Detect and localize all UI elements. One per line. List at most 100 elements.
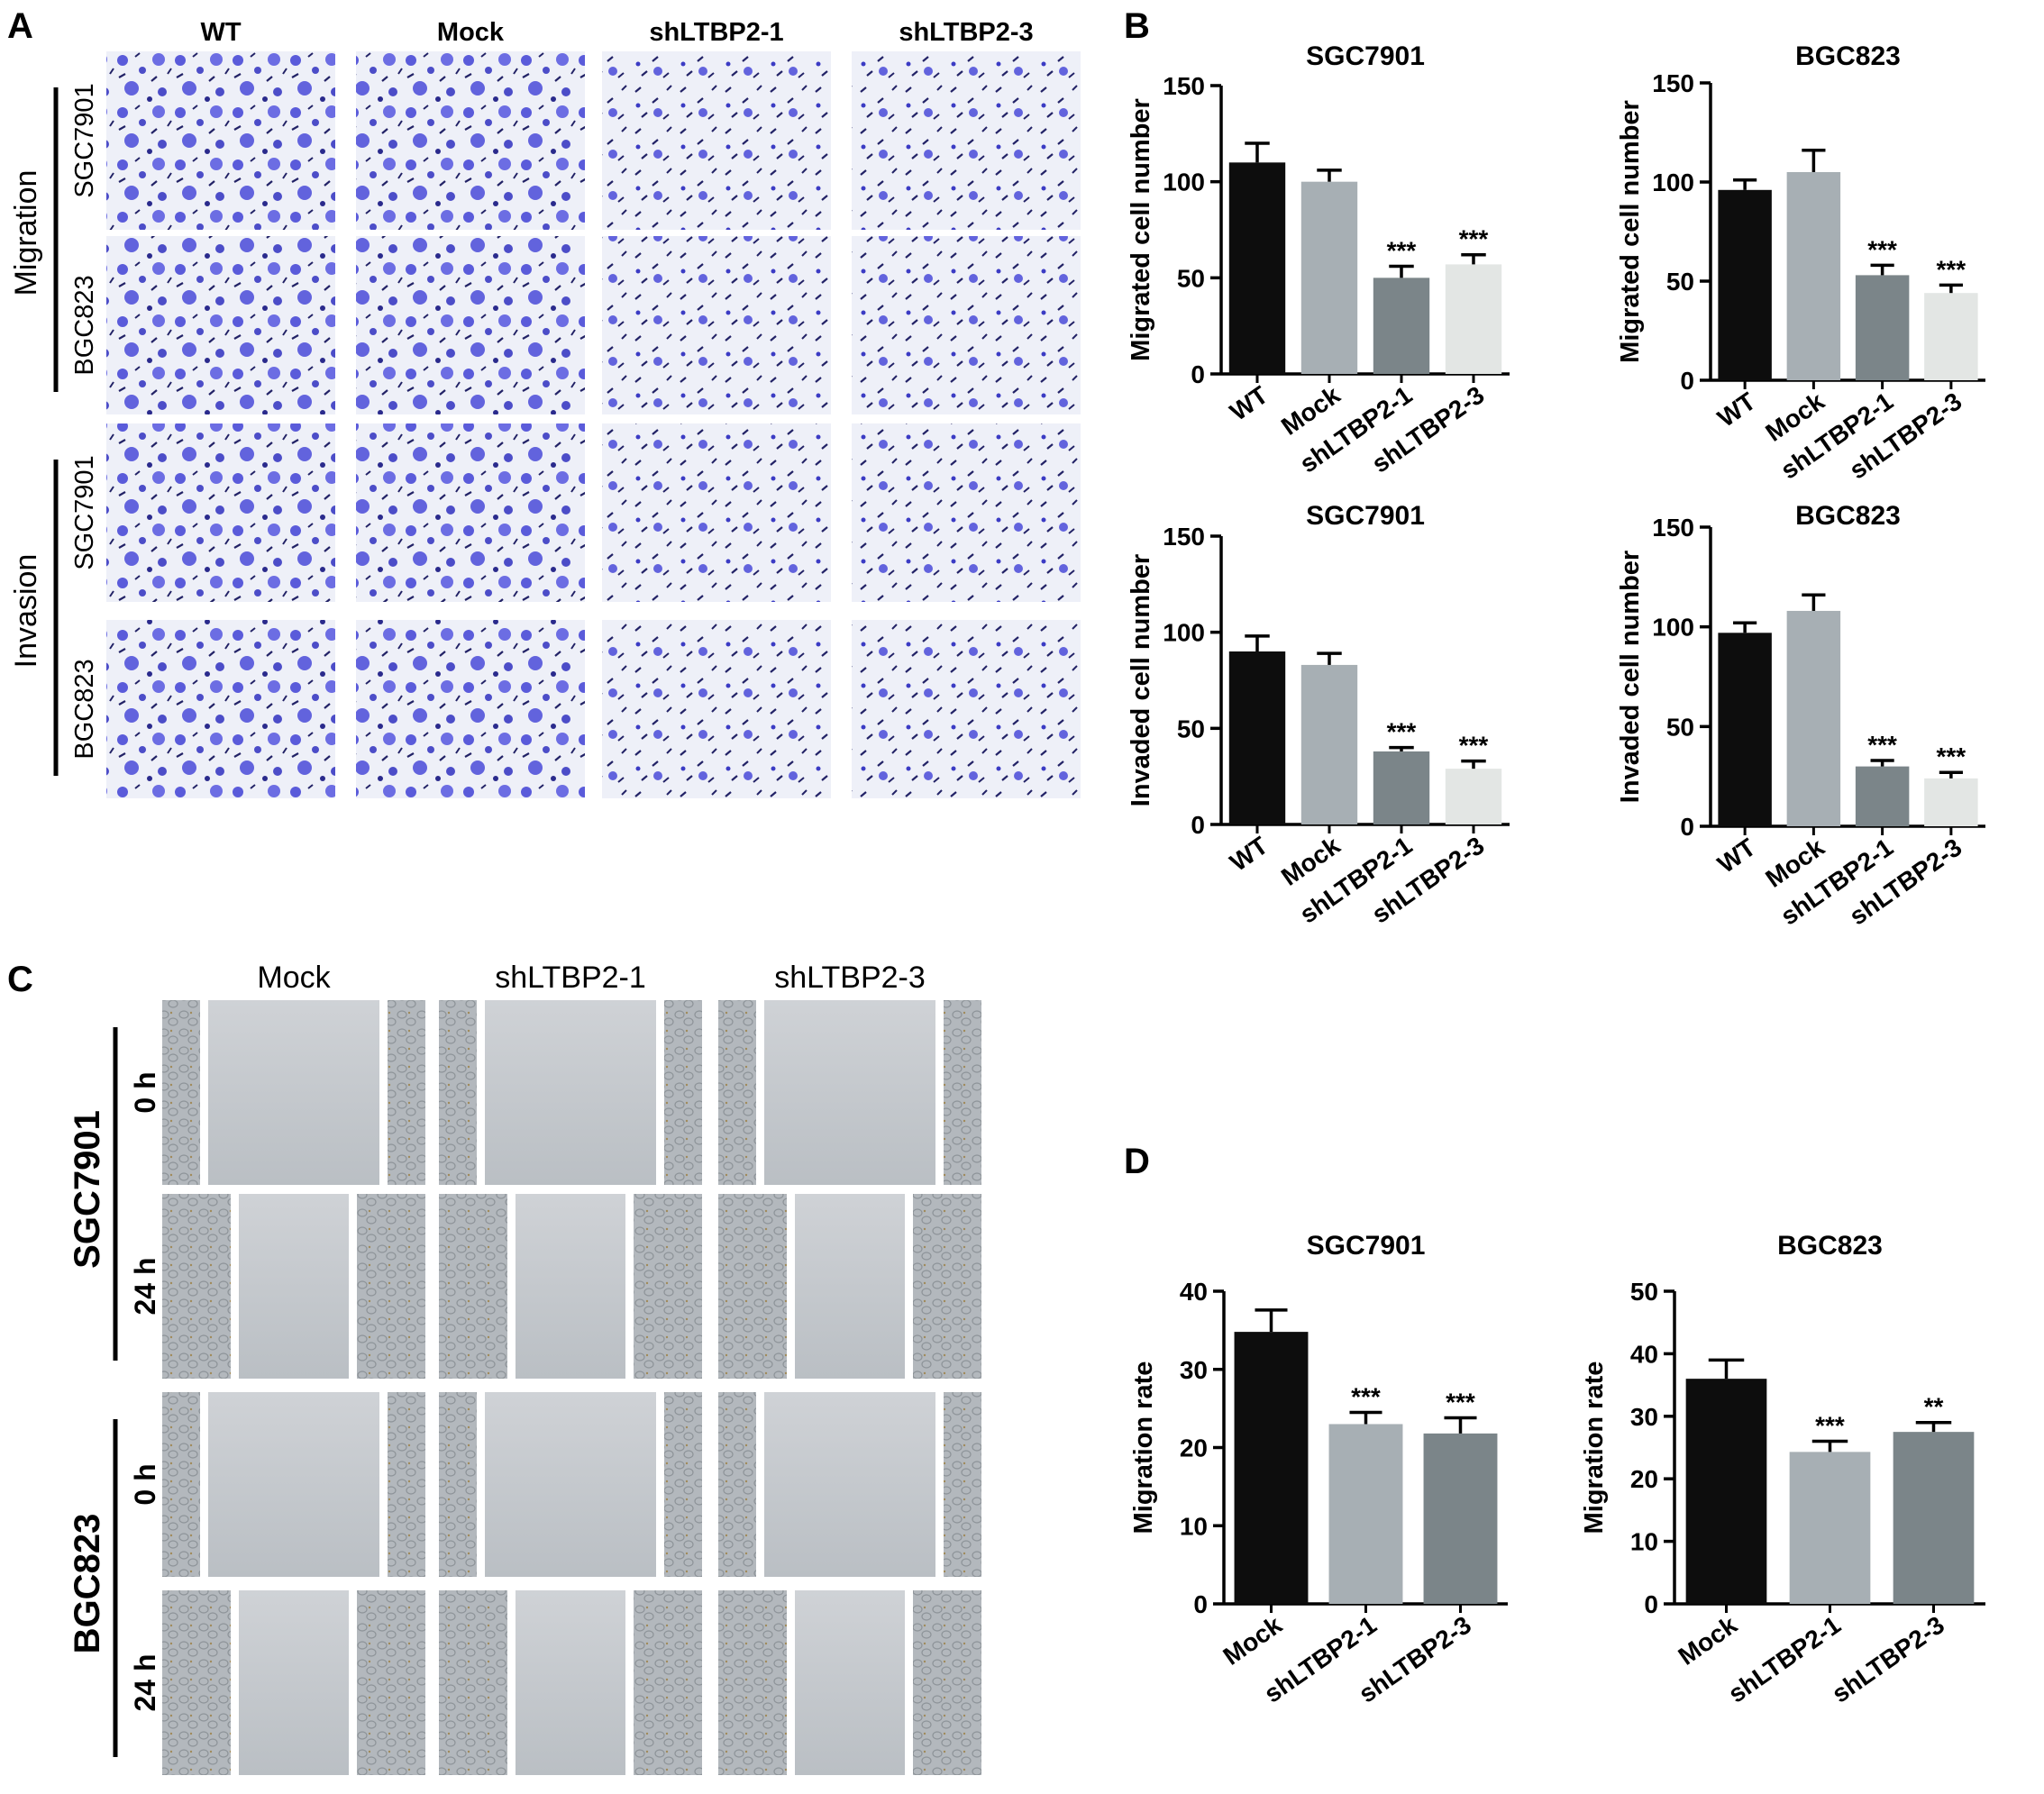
wound-cell-edge — [388, 1000, 425, 1185]
wound-cell-edge — [439, 1392, 477, 1577]
transwell-micrograph — [852, 423, 1081, 602]
y-tick-label: 10 — [1180, 1512, 1208, 1540]
wound-cell-edge — [162, 1590, 231, 1775]
panel-c-time-label: 24 h — [129, 1653, 161, 1711]
x-tick-label: WT — [1712, 833, 1760, 879]
panel-c-time-label: 24 h — [129, 1257, 161, 1315]
y-tick-label: 30 — [1180, 1356, 1208, 1384]
y-axis-label: Migration rate — [1129, 1361, 1158, 1534]
wound-cell-edge — [162, 1194, 231, 1379]
panel-a-group-label: Invasion — [9, 554, 43, 669]
y-tick-label: 40 — [1180, 1278, 1208, 1306]
bar — [1855, 275, 1910, 380]
wound-cell-edge — [718, 1392, 756, 1577]
significance-label: ** — [1924, 1393, 1944, 1421]
y-tick-label: 100 — [1652, 168, 1694, 196]
panel-letter-b: B — [1124, 6, 1150, 46]
bar — [1685, 1379, 1767, 1604]
chart-title: SGC7901 — [1306, 41, 1425, 71]
y-tick-label: 0 — [1191, 811, 1205, 839]
wound-cell-edge — [162, 1392, 200, 1577]
y-tick-label: 50 — [1630, 1278, 1658, 1306]
y-tick-label: 150 — [1652, 514, 1694, 542]
wound-cell-edge — [718, 1590, 787, 1775]
transwell-micrograph — [602, 51, 831, 230]
bar — [1445, 769, 1502, 824]
panel-a-row-label: SGC7901 — [70, 83, 99, 197]
significance-label: *** — [1459, 732, 1489, 760]
y-tick-label: 50 — [1666, 268, 1694, 296]
panel-letter-c: C — [7, 960, 33, 999]
bar — [1789, 1452, 1871, 1604]
significance-label: *** — [1387, 237, 1417, 265]
bar — [1228, 162, 1286, 374]
panel-c-group-label: SGC7901 — [68, 1110, 107, 1269]
panel-a-column-label: WT — [200, 18, 241, 47]
wound-cell-edge — [439, 1590, 507, 1775]
y-tick-label: 30 — [1630, 1403, 1658, 1431]
wound-cell-edge — [634, 1194, 702, 1379]
panel-c-column-label: shLTBP2-1 — [495, 961, 646, 995]
panel-a-column-label: shLTBP2-3 — [899, 18, 1033, 47]
y-tick-label: 100 — [1652, 614, 1694, 642]
y-tick-label: 50 — [1666, 713, 1694, 741]
x-tick-label: shLTBP2-3 — [1827, 1611, 1949, 1708]
y-tick-label: 50 — [1177, 715, 1205, 742]
wound-cell-edge — [388, 1392, 425, 1577]
bar — [1373, 751, 1430, 824]
y-tick-label: 50 — [1177, 264, 1205, 292]
chart-title: BGC823 — [1795, 41, 1901, 71]
transwell-micrograph — [602, 423, 831, 602]
y-tick-label: 0 — [1644, 1590, 1658, 1618]
bar — [1373, 278, 1430, 374]
transwell-micrograph — [106, 423, 335, 602]
significance-label: *** — [1446, 1389, 1475, 1416]
wound-cell-edge — [439, 1000, 477, 1185]
x-tick-label: WT — [1712, 387, 1760, 433]
y-tick-label: 150 — [1163, 523, 1205, 551]
wound-cell-edge — [944, 1392, 981, 1577]
bar — [1924, 293, 1978, 380]
significance-label: *** — [1937, 742, 1966, 770]
panel-a-row-label: BGC823 — [70, 659, 99, 759]
significance-label: *** — [1387, 718, 1417, 746]
transwell-micrograph — [106, 620, 335, 798]
panel-c-group-label: BGC823 — [68, 1514, 107, 1654]
wound-gap — [485, 1000, 656, 1185]
transwell-micrograph — [852, 51, 1081, 230]
x-tick-label: Mock — [1218, 1610, 1288, 1671]
wound-gap — [764, 1000, 935, 1185]
y-tick-label: 40 — [1630, 1340, 1658, 1368]
panel-c-time-label: 0 h — [129, 1463, 161, 1505]
bar — [1423, 1433, 1498, 1604]
y-tick-label: 0 — [1680, 813, 1694, 841]
x-tick-label: shLTBP2-1 — [1723, 1611, 1846, 1708]
chart-title: SGC7901 — [1306, 501, 1425, 531]
wound-cell-edge — [718, 1000, 756, 1185]
y-tick-label: 150 — [1163, 72, 1205, 100]
x-tick-label: WT — [1225, 832, 1273, 877]
panel-a-row-label: SGC7901 — [70, 455, 99, 569]
x-tick-label: Mock — [1674, 1610, 1743, 1671]
y-axis-label: Migrated cell number — [1127, 98, 1155, 361]
significance-label: *** — [1867, 235, 1897, 263]
wound-cell-edge — [439, 1194, 507, 1379]
y-tick-label: 100 — [1163, 619, 1205, 647]
bar-chart-6: BGC823 0 10 20 30 40 50 Migration rate Mock *** sh… — [1580, 1231, 1985, 1708]
y-tick-label: 0 — [1191, 360, 1205, 388]
wound-gap — [795, 1194, 905, 1379]
bar — [1893, 1432, 1975, 1604]
wound-gap — [516, 1194, 625, 1379]
bar — [1300, 181, 1358, 374]
x-tick-label: WT — [1225, 381, 1273, 426]
y-axis-label: Migration rate — [1580, 1361, 1609, 1534]
transwell-micrograph — [356, 620, 585, 798]
y-axis-label: Invaded cell number — [1616, 551, 1645, 803]
significance-label: *** — [1351, 1382, 1381, 1410]
panel-a-group-label: Migration — [9, 170, 43, 296]
wound-cell-edge — [664, 1392, 702, 1577]
